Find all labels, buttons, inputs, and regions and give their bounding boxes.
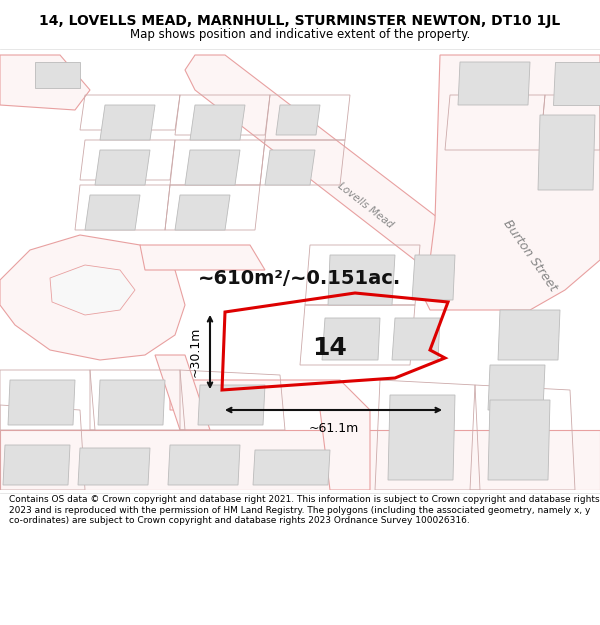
Polygon shape: [170, 380, 370, 490]
Text: 14, LOVELLS MEAD, MARNHULL, STURMINSTER NEWTON, DT10 1JL: 14, LOVELLS MEAD, MARNHULL, STURMINSTER …: [40, 14, 560, 28]
Polygon shape: [253, 450, 330, 485]
Polygon shape: [95, 150, 150, 185]
Polygon shape: [553, 62, 600, 105]
Polygon shape: [35, 62, 80, 88]
Polygon shape: [185, 150, 240, 185]
Polygon shape: [538, 115, 595, 190]
Polygon shape: [328, 255, 395, 305]
Text: ~30.1m: ~30.1m: [189, 327, 202, 377]
Polygon shape: [276, 105, 320, 135]
Text: Map shows position and indicative extent of the property.: Map shows position and indicative extent…: [130, 28, 470, 41]
Polygon shape: [3, 445, 70, 485]
Polygon shape: [8, 380, 75, 425]
Polygon shape: [392, 318, 440, 360]
Polygon shape: [0, 55, 90, 110]
Polygon shape: [322, 318, 380, 360]
Polygon shape: [85, 195, 140, 230]
Polygon shape: [198, 385, 265, 425]
Polygon shape: [78, 448, 150, 485]
Polygon shape: [388, 395, 455, 480]
Polygon shape: [498, 310, 560, 360]
Polygon shape: [140, 245, 265, 270]
Polygon shape: [420, 55, 600, 310]
Polygon shape: [412, 255, 455, 300]
Text: Burton Street: Burton Street: [500, 217, 559, 293]
Polygon shape: [265, 150, 315, 185]
Polygon shape: [190, 105, 245, 140]
Text: 14: 14: [313, 336, 347, 360]
Polygon shape: [185, 55, 490, 295]
Polygon shape: [155, 355, 210, 430]
Polygon shape: [50, 265, 135, 315]
Text: ~610m²/~0.151ac.: ~610m²/~0.151ac.: [199, 269, 401, 288]
Polygon shape: [168, 445, 240, 485]
Polygon shape: [0, 430, 600, 490]
Text: ~61.1m: ~61.1m: [308, 422, 359, 435]
Polygon shape: [458, 62, 530, 105]
Polygon shape: [488, 400, 550, 480]
Polygon shape: [98, 380, 165, 425]
Polygon shape: [100, 105, 155, 140]
Polygon shape: [488, 365, 545, 410]
Polygon shape: [175, 195, 230, 230]
Polygon shape: [0, 235, 185, 360]
Text: Lovells Mead: Lovells Mead: [335, 181, 395, 229]
Text: Contains OS data © Crown copyright and database right 2021. This information is : Contains OS data © Crown copyright and d…: [9, 496, 599, 525]
